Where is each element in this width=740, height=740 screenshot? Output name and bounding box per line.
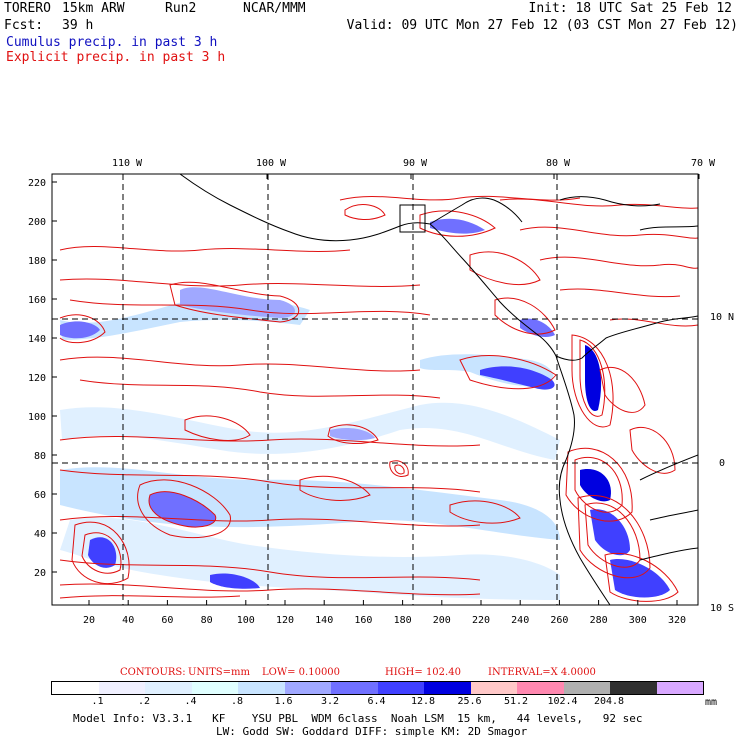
y-grid-label: 120 [28, 373, 46, 384]
colorbar-label: .4 [184, 696, 197, 707]
contours-low: LOW= 0.10000 [262, 667, 341, 678]
coastlines [179, 174, 698, 605]
colorbar-swatch [191, 682, 238, 694]
x-grid-label: 320 [668, 615, 686, 626]
x-grid-label: 100 [237, 615, 255, 626]
colorbar-label: 1.6 [274, 696, 293, 707]
colorbar-swatch [610, 682, 657, 694]
colorbar-swatch [470, 682, 517, 694]
y-grid-label: 60 [34, 490, 46, 501]
lon-label: 90 W [403, 158, 428, 169]
colorbar-swatch [284, 682, 331, 694]
model-resolution: 15km ARW [62, 1, 125, 16]
colorbar-label: .8 [230, 696, 244, 707]
model-name: TORERO [4, 1, 51, 16]
lon-label: 110 W [112, 158, 143, 169]
colorbar-labels: .1 .2 .4 .8 1.6 3.2 6.4 12.8 25.6 51.2 102.4 204.8 [0, 696, 740, 708]
colorbar-unit: mm [705, 697, 718, 708]
colorbar-swatch [377, 682, 424, 694]
axis-ticks [52, 174, 700, 605]
lat-label: 10 N [710, 312, 734, 323]
colorbar-swatch [238, 682, 285, 694]
colorbar-label: 51.2 [503, 696, 529, 707]
y-grid-label: 140 [28, 334, 46, 345]
contours-units: UNITS=mm [188, 667, 250, 678]
colorbar-label: 6.4 [367, 696, 386, 707]
contours-high: HIGH= 102.40 [385, 667, 461, 678]
init-time: Init: 18 UTC Sat 25 Feb 12 [528, 1, 733, 16]
x-grid-label: 180 [394, 615, 412, 626]
model-run: Run2 [165, 1, 197, 16]
y-grid-label: 220 [28, 178, 46, 189]
y-grid-label: 100 [28, 412, 46, 423]
axis-labels: 110 W 100 W 90 W 80 W 70 W 10 N 0 10 S 220 200 180… [28, 158, 734, 626]
lon-label: 100 W [256, 158, 287, 169]
map-frame [51, 173, 699, 606]
x-grid-label: 60 [161, 615, 173, 626]
x-grid-label: 200 [433, 615, 451, 626]
forecast-hours: 39 h [62, 18, 94, 33]
model-physics: LW: Godd SW: Goddard DIFF: simple KM: 2D… [216, 725, 528, 738]
colorbar-swatch [656, 682, 703, 694]
valid-time: Valid: 09 UTC Mon 27 Feb 12 (03 CST Mon … [346, 18, 738, 33]
colorbar-swatch [98, 682, 145, 694]
lat-label: 10 S [710, 603, 734, 614]
x-grid-label: 280 [590, 615, 608, 626]
y-grid-label: 20 [34, 568, 46, 579]
y-grid-label: 160 [28, 295, 46, 306]
contours-label: CONTOURS: [120, 667, 186, 678]
y-grid-label: 80 [34, 451, 46, 462]
x-grid-label: 160 [354, 615, 372, 626]
colorbar-label: .2 [137, 696, 151, 707]
model-info: Model Info: V3.3.1 KF YSU PBL WDM 6class… [73, 712, 643, 725]
contours-interval: INTERVAL=X 4.0000 [488, 667, 596, 678]
x-grid-label: 140 [315, 615, 333, 626]
colorbar-label: 102.4 [547, 696, 578, 707]
model-org: NCAR/MMM [243, 1, 306, 16]
colorbar-label: .1 [91, 696, 104, 707]
lat-label: 0 [719, 458, 725, 469]
colorbar-swatch [424, 682, 471, 694]
y-grid-label: 200 [28, 217, 46, 228]
y-grid-label: 40 [34, 529, 46, 540]
x-grid-label: 220 [472, 615, 490, 626]
colorbar [51, 681, 704, 695]
colorbar-swatch [563, 682, 610, 694]
colorbar-swatch [52, 682, 99, 694]
x-grid-label: 80 [201, 615, 213, 626]
cumulus-precip-fill [60, 218, 670, 600]
x-grid-label: 20 [83, 615, 95, 626]
forecast-label: Fcst: [4, 18, 44, 33]
explicit-legend: Explicit precip. in past 3 h [6, 50, 226, 65]
colorbar-label: 3.2 [320, 696, 340, 707]
x-grid-label: 240 [511, 615, 529, 626]
lon-label: 80 W [546, 158, 571, 169]
colorbar-label: 204.8 [593, 696, 625, 707]
lat-lon-grid [52, 174, 698, 605]
x-grid-label: 120 [276, 615, 294, 626]
x-grid-label: 300 [629, 615, 647, 626]
colorbar-swatch [517, 682, 564, 694]
y-grid-label: 180 [28, 256, 46, 267]
colorbar-label: 25.6 [457, 696, 482, 707]
lon-label: 70 W [691, 158, 716, 169]
x-grid-label: 40 [122, 615, 134, 626]
colorbar-swatch [331, 682, 378, 694]
colorbar-label: 12.8 [410, 696, 436, 707]
cumulus-legend: Cumulus precip. in past 3 h [6, 35, 218, 50]
colorbar-swatch [145, 682, 192, 694]
explicit-precip-contours [59, 195, 698, 602]
x-grid-label: 260 [550, 615, 568, 626]
